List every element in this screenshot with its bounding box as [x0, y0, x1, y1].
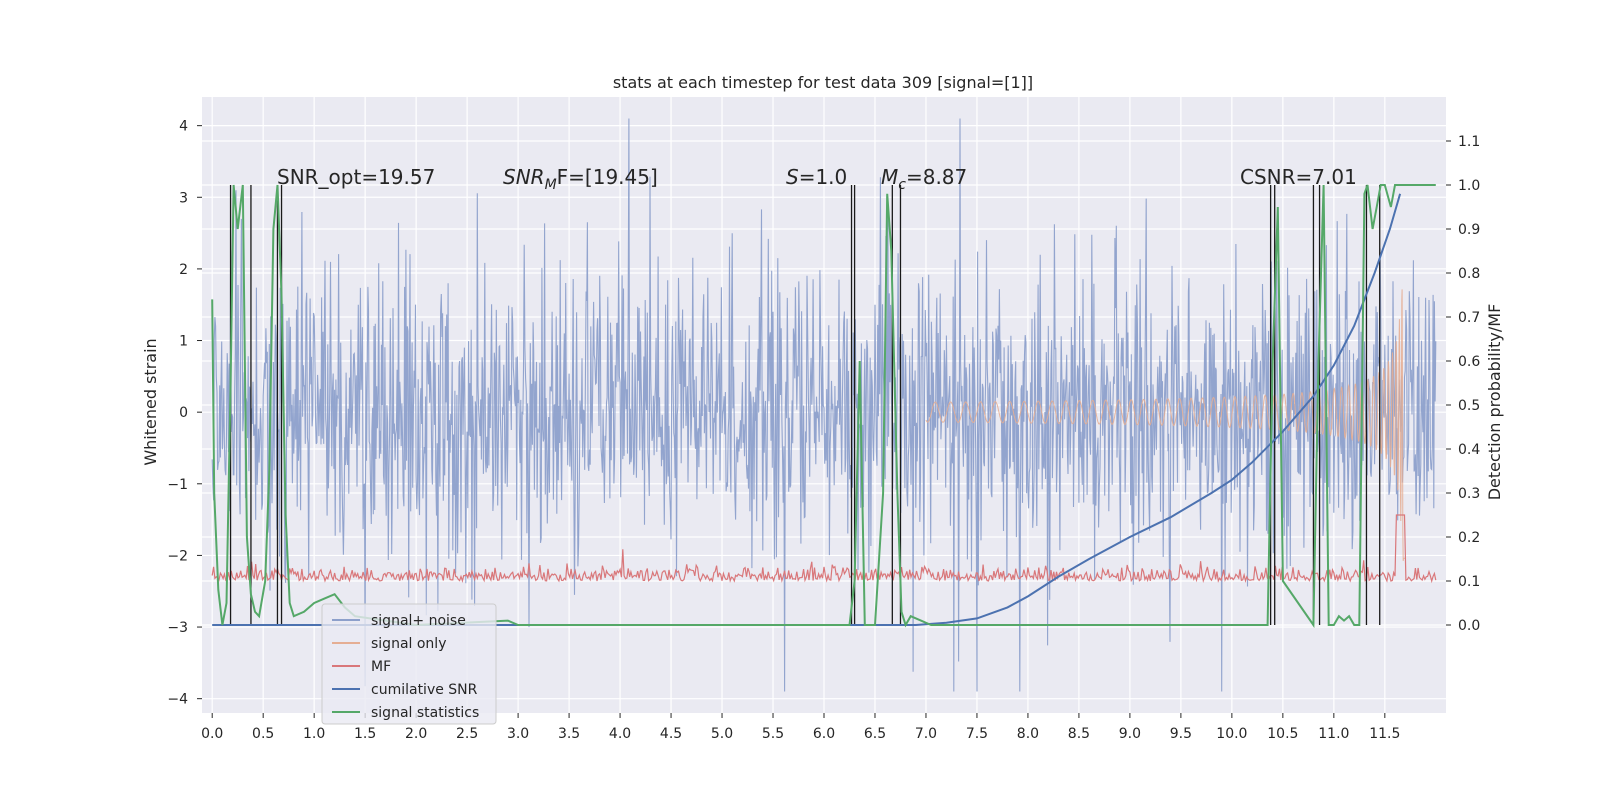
mf-series [211, 514, 1437, 584]
annotation-s: S=1.0 [786, 165, 847, 189]
y-right-tick-label: 0.2 [1458, 530, 1480, 546]
annotation-csnr: CSNR=7.01 [1240, 165, 1357, 189]
signal-noise-line [211, 118, 1437, 692]
y-tick-label: −2 [167, 548, 188, 564]
x-tick-label: 0.5 [252, 726, 274, 742]
chart-title: stats at each timestep for test data 309… [613, 73, 1033, 92]
y-tick-label: −1 [167, 477, 188, 493]
y-right-tick-label: 0.9 [1458, 222, 1480, 238]
y-tick-label: −3 [167, 620, 188, 636]
legend-box [321, 603, 497, 725]
y-right-tick-label: 0.3 [1458, 486, 1480, 502]
y-right-tick-label: 0.1 [1458, 574, 1480, 590]
x-tick-label: 6.5 [864, 726, 886, 742]
x-tick-label: 8.0 [1017, 726, 1039, 742]
legend-item-label: MF [371, 659, 391, 675]
y-tick-label: 4 [179, 119, 188, 135]
legend: signal+ noise signal only MF cumilative SNR… [321, 603, 497, 725]
x-tick-label: 5.5 [762, 726, 784, 742]
annotation-snr-opt: SNR_opt=19.57 [277, 165, 435, 189]
signal-noise-series [211, 118, 1437, 692]
legend-item-label: signal only [371, 636, 446, 652]
x-tick-label: 7.5 [966, 726, 988, 742]
y-right-tick-label: 0.4 [1458, 442, 1480, 458]
annotation-mc: Mc=8.87 [881, 165, 967, 193]
x-axis: 0.0 0.5 1.0 1.5 2.0 2.5 3.0 3.5 4.0 4.5 5.0 5.5 6.0 6… [201, 713, 1400, 742]
x-tick-label: 9.0 [1119, 726, 1141, 742]
x-tick-label: 3.5 [558, 726, 580, 742]
x-tick-label: 7.0 [915, 726, 937, 742]
x-tick-label: 11.5 [1369, 726, 1400, 742]
y-tick-label: −4 [167, 692, 188, 708]
legend-item-label: cumilative SNR [371, 682, 478, 698]
y-right-tick-label: 0.6 [1458, 354, 1480, 370]
mf-line [211, 514, 1437, 584]
x-tick-label: 1.0 [303, 726, 325, 742]
y-right-tick-label: 0.0 [1458, 618, 1480, 634]
y-axis-left: 4 3 2 1 0 −1 −2 −3 −4 [167, 119, 202, 708]
x-tick-label: 8.5 [1068, 726, 1090, 742]
cumulative-snr-line [212, 193, 1402, 626]
y-right-tick-label: 0.7 [1458, 310, 1480, 326]
x-tick-label: 10.0 [1216, 726, 1247, 742]
x-tick-label: 1.5 [354, 726, 376, 742]
annotations: SNR_opt=19.57 SNRMF=[19.45] S=1.0 Mc=8.8… [277, 165, 1357, 193]
cumulative-snr-series [212, 193, 1402, 626]
y-axis-label: Whitened strain [141, 338, 160, 465]
x-tick-label: 11.0 [1318, 726, 1349, 742]
y-tick-label: 3 [179, 190, 188, 206]
y-tick-label: 2 [179, 262, 188, 278]
y-right-tick-label: 0.5 [1458, 398, 1480, 414]
signal-statistics-line [211, 184, 1436, 629]
x-tick-label: 4.5 [660, 726, 682, 742]
y-axis-right: 1.1 1.0 0.9 0.8 0.7 0.6 0.5 0.4 0.3 0.2 0.1 0.0 [1446, 134, 1480, 634]
x-tick-label: 3.0 [507, 726, 529, 742]
x-tick-label: 10.5 [1267, 726, 1298, 742]
y-right-tick-label: 1.1 [1458, 134, 1480, 150]
signal-statistics-series [211, 184, 1436, 629]
x-tick-label: 9.5 [1170, 726, 1192, 742]
legend-item-label: signal+ noise [371, 613, 466, 629]
y-tick-label: 1 [179, 334, 188, 350]
x-tick-label: 2.5 [456, 726, 478, 742]
y-right-tick-label: 1.0 [1458, 178, 1480, 194]
y-axis-label-right: Detection probability/MF [1485, 304, 1504, 501]
x-tick-label: 4.0 [609, 726, 631, 742]
x-tick-label: 5.0 [711, 726, 733, 742]
y-right-tick-label: 0.8 [1458, 266, 1480, 282]
x-tick-label: 2.0 [405, 726, 427, 742]
x-tick-label: 6.0 [813, 726, 835, 742]
x-tick-label: 0.0 [201, 726, 223, 742]
annotation-snr-mf: SNRMF=[19.45] [503, 165, 658, 193]
legend-item-label: signal statistics [371, 705, 479, 721]
y-tick-label: 0 [179, 405, 188, 421]
